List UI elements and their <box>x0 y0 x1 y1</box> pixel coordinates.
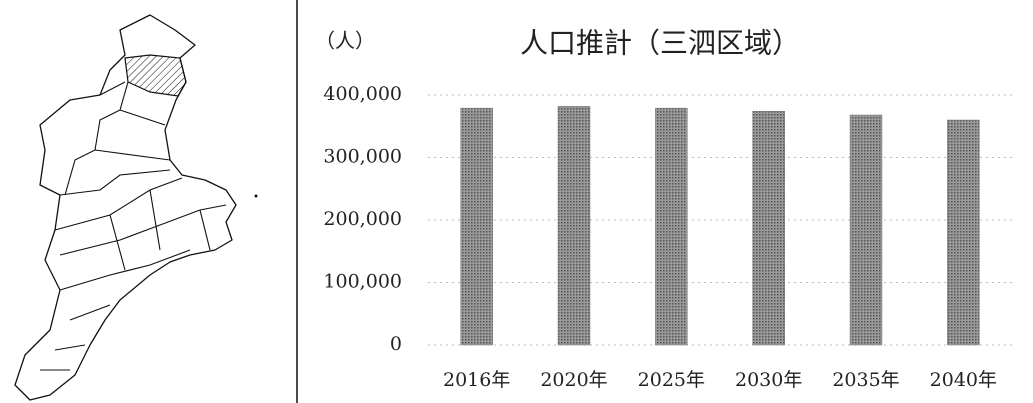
x-tick-label: 2040年 <box>930 369 997 391</box>
bar <box>752 111 785 346</box>
x-tick-label: 2035年 <box>832 369 899 391</box>
map-outline <box>14 14 237 401</box>
bar <box>947 119 980 346</box>
prefecture-map <box>14 14 258 401</box>
y-tick-label: 100,000 <box>323 271 402 293</box>
y-tick-label: 0 <box>390 333 402 355</box>
map-dot <box>254 194 258 198</box>
bar <box>655 107 688 346</box>
y-tick-label: 400,000 <box>323 83 402 105</box>
bar <box>557 106 591 346</box>
map-borders <box>40 81 227 371</box>
y-axis-unit: （人） <box>315 29 375 53</box>
bar <box>849 114 883 346</box>
x-tick-label: 2020年 <box>540 369 607 391</box>
y-tick-label: 200,000 <box>323 208 402 230</box>
x-tick-label: 2016年 <box>443 369 510 391</box>
hatched-region <box>124 54 187 97</box>
bar <box>460 107 493 346</box>
x-tick-label: 2025年 <box>638 369 705 391</box>
chart-title: 人口推計（三泗区域） <box>520 27 800 60</box>
y-tick-label: 300,000 <box>323 146 402 168</box>
x-tick-label: 2030年 <box>735 369 802 391</box>
